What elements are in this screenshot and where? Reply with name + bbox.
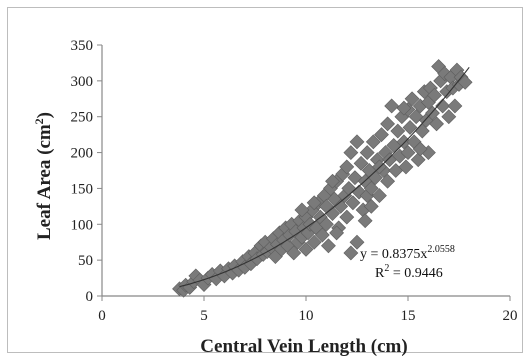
scatter-point — [339, 159, 355, 175]
y-tick-label: 200 — [71, 146, 94, 162]
scatter-point — [345, 195, 361, 211]
scatter-point — [318, 216, 334, 232]
scatter-point — [353, 155, 369, 171]
scatter-point — [314, 227, 330, 243]
y-axis-ticks: 0 50 100 150 200 250 300 350 — [71, 38, 102, 305]
scatter-point — [400, 145, 416, 160]
x-axis-ticks: 0 5 10 15 20 — [98, 296, 518, 324]
y-axis-title: Leaf Area (cm2) — [32, 112, 55, 240]
scatter-point — [294, 202, 310, 218]
scatter-point — [390, 123, 406, 139]
scatter-point — [306, 234, 322, 250]
r2-value: = 0.9446 — [389, 266, 442, 281]
equation-prefix: y = 0.8375x — [360, 247, 427, 262]
y-tick-label: 150 — [71, 181, 94, 197]
trendline — [179, 66, 470, 288]
y-tick-label: 300 — [71, 74, 94, 90]
scatter-point — [398, 159, 414, 175]
r2-label: R — [375, 266, 385, 281]
scatter-point — [380, 173, 396, 189]
x-tick-label: 5 — [200, 308, 208, 324]
scatter-point — [396, 100, 412, 116]
scatter-point — [384, 98, 400, 114]
scatter-point — [357, 213, 373, 229]
scatter-point — [329, 225, 345, 241]
x-tick-label: 20 — [503, 308, 518, 324]
scatter-point — [372, 188, 387, 204]
data-points — [172, 59, 473, 298]
scatter-point — [363, 198, 379, 214]
scatter-point — [404, 91, 420, 107]
r2-sup: 2 — [384, 263, 389, 274]
scatter-point — [435, 98, 451, 114]
scatter-point — [429, 116, 444, 132]
y-tick-label: 250 — [71, 110, 94, 126]
scatter-point — [374, 127, 389, 143]
scatter-point — [365, 134, 381, 150]
scatter-point — [359, 145, 375, 160]
y-tick-label: 100 — [71, 217, 94, 233]
scatter-point — [380, 116, 396, 132]
x-axis-title: Central Vein Length (cm) — [200, 336, 407, 357]
scatter-point — [447, 98, 463, 114]
r-squared-label: R2 = 0.9446 — [375, 263, 443, 281]
scatter-point — [321, 238, 336, 254]
y-axis-title-sup: 2 — [32, 118, 46, 124]
y-tick-label: 50 — [78, 253, 93, 269]
x-tick-label: 0 — [98, 308, 106, 324]
scatter-point — [441, 109, 457, 125]
y-tick-label: 350 — [71, 38, 94, 54]
y-tick-label: 0 — [86, 289, 94, 305]
scatter-point — [298, 241, 314, 257]
scatter-point — [306, 195, 322, 211]
x-tick-label: 10 — [299, 308, 314, 324]
scatter-point — [349, 134, 365, 150]
scatter-point — [363, 181, 379, 196]
y-axis-title-close: ) — [34, 112, 55, 118]
trendline-equation: y = 0.8375x2.0558 — [360, 244, 455, 262]
scatter-point — [333, 198, 349, 214]
scatter-point — [396, 134, 412, 150]
scatter-point — [343, 145, 359, 160]
scatter-point — [410, 152, 426, 168]
scatter-point — [427, 87, 442, 103]
x-tick-label: 15 — [401, 308, 416, 324]
scatter-point — [349, 234, 365, 250]
scatter-point — [412, 141, 428, 157]
y-axis-title-main: Leaf Area (cm — [34, 124, 55, 240]
scatter-point — [339, 209, 355, 225]
scatter-point — [325, 173, 340, 189]
equation-exponent: 2.0558 — [427, 244, 455, 255]
scatter-point — [402, 120, 418, 135]
scatter-point — [457, 74, 473, 90]
scatter-point — [343, 245, 359, 261]
scatter-point — [286, 245, 302, 261]
